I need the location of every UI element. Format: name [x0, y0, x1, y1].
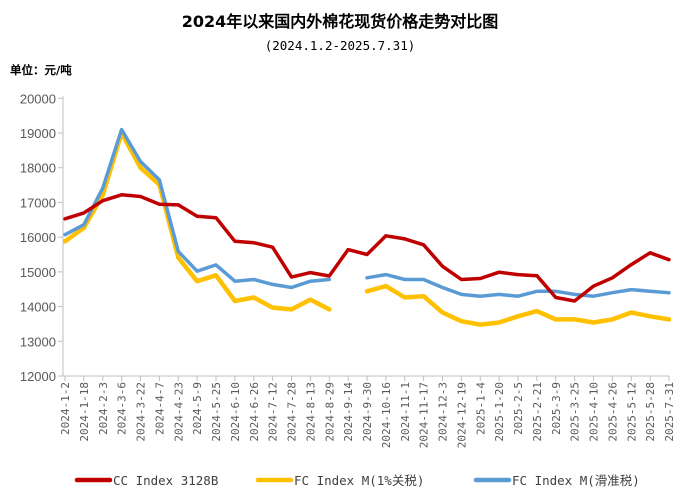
- unit-label: 单位：元/吨: [10, 63, 72, 77]
- legend-label: CC Index 3128B: [113, 473, 218, 488]
- x-tick-label: 2024-4-23: [172, 382, 185, 442]
- y-tick-label: 17000: [20, 195, 56, 210]
- x-tick-label: 2024-12-3: [437, 382, 450, 442]
- legend-label: FC Index M(1%关税): [294, 473, 424, 488]
- y-tick-label: 13000: [20, 334, 56, 349]
- x-tick-label: 2024-3-6: [116, 382, 129, 435]
- axes: 12000 13000 14000 15000 16000 17000 18000 19000…: [20, 91, 676, 448]
- legend-label: FC Index M(滑准税): [512, 473, 640, 488]
- x-tick-label: 2024-7-12: [267, 382, 280, 442]
- x-tick-label: 2025-5-28: [644, 382, 657, 442]
- series-line-2: [63, 193, 671, 303]
- x-tick-label: 2025-5-12: [625, 382, 638, 442]
- x-tick-label: 2024-4-7: [153, 382, 166, 435]
- x-tick-label: 2024-5-25: [210, 382, 223, 442]
- x-tick-label: 2024-8-13: [304, 382, 317, 442]
- y-tick-label: 15000: [20, 265, 56, 280]
- x-tick-label: 2024-8-29: [323, 382, 336, 442]
- x-tick-label: 2024-6-26: [248, 382, 261, 442]
- y-tick-label: 14000: [20, 300, 56, 315]
- x-tick-label: 2025-2-5: [512, 382, 525, 435]
- x-tick-label: 2024-1-2: [59, 382, 72, 435]
- chart-title: 2024年以来国内外棉花现货价格走势对比图: [182, 12, 499, 31]
- x-tick-label: 2024-6-10: [229, 382, 242, 442]
- x-tick-label: 2024-2-3: [97, 382, 110, 435]
- x-tick-label: 2024-12-19: [455, 382, 468, 448]
- x-tick-label: 2025-3-9: [550, 382, 563, 435]
- y-tick-label: 20000: [20, 91, 56, 106]
- x-tick-label: 2024-5-9: [191, 382, 204, 435]
- y-tick-label: 16000: [20, 230, 56, 245]
- legend: CC Index 3128B FC Index M(1%关税) FC Index M…: [74, 473, 640, 488]
- series-line-1: [63, 127, 671, 298]
- x-tick-label: 2024-3-22: [135, 382, 148, 442]
- x-tick-label: 2024-11-1: [399, 382, 412, 442]
- y-tick-label: 12000: [20, 369, 56, 384]
- x-tick-label: 2024-11-17: [418, 382, 431, 448]
- chart-subtitle: (2024.1.2-2025.7.31): [265, 38, 416, 53]
- x-tick-label: 2025-4-10: [588, 382, 601, 442]
- x-tick-label: 2025-3-25: [569, 382, 582, 442]
- x-tick-label: 2024-9-14: [342, 382, 355, 442]
- x-tick-label: 2024-7-28: [286, 382, 299, 442]
- x-tick-label: 2025-1-20: [493, 382, 506, 442]
- x-tick-label: 2024-9-30: [361, 382, 374, 442]
- x-tick-label: 2025-2-21: [531, 382, 544, 442]
- y-tick-label: 19000: [20, 126, 56, 141]
- x-tick-label: 2024-1-18: [78, 382, 91, 442]
- series-lines: [62, 127, 672, 327]
- y-tick-label: 18000: [20, 161, 56, 176]
- x-tick-label: 2025-4-26: [606, 382, 619, 442]
- x-tick-label: 2025-7-31: [663, 382, 676, 442]
- x-tick-label: 2025-1-4: [474, 382, 487, 435]
- x-tick-label: 2024-10-16: [380, 382, 393, 448]
